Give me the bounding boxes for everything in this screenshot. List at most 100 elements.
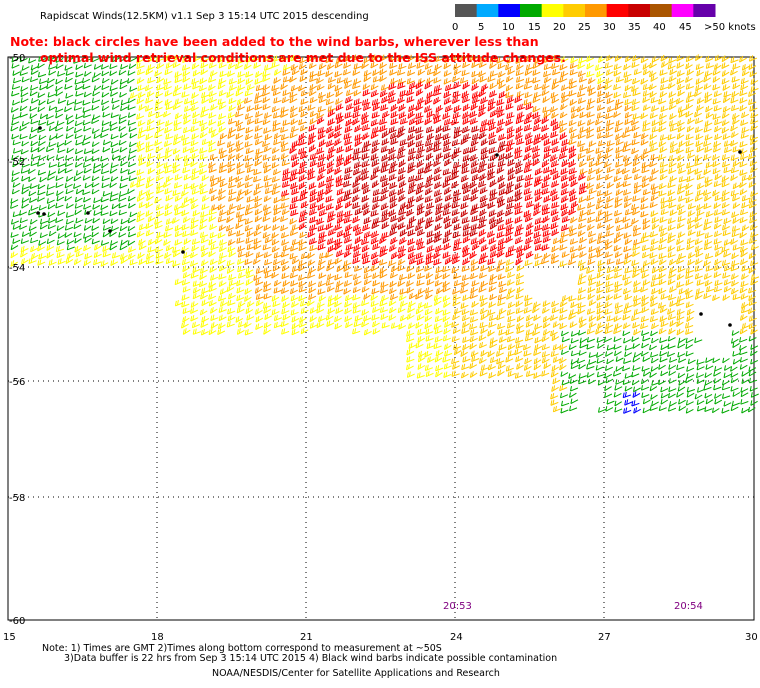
wind-barb-flag	[536, 134, 539, 140]
wind-barb-flag	[192, 139, 195, 145]
wind-barb	[497, 148, 506, 153]
wind-barb-flag	[330, 152, 333, 158]
wind-barb-flag	[668, 155, 671, 161]
wind-barb-flag	[559, 134, 562, 140]
wind-barb-flag	[338, 77, 341, 83]
wind-barb-flag	[669, 63, 672, 69]
wind-barb-flag	[280, 134, 283, 140]
wind-barb-flag	[456, 111, 459, 118]
wind-barb	[433, 177, 442, 182]
wind-barb-flag	[273, 78, 276, 84]
wind-barb-flag	[417, 127, 420, 133]
wind-barb-flag	[201, 77, 204, 83]
wind-barb	[398, 65, 407, 70]
wind-barb-flag	[697, 63, 700, 69]
wind-barb-flag	[201, 119, 204, 126]
wind-barb-flag	[586, 133, 589, 139]
wind-barb-flag	[535, 138, 538, 144]
wind-barb-flag	[392, 77, 395, 83]
wind-barb	[705, 107, 713, 113]
wind-barb-flag	[82, 120, 85, 126]
wind-barb-flag	[330, 76, 332, 82]
wind-barb-flag	[417, 112, 420, 118]
wind-barb-flag	[445, 145, 448, 152]
wind-barb	[136, 115, 145, 120]
wind-barb-flag	[262, 56, 265, 62]
wind-barb-flag	[524, 134, 527, 140]
wind-barb-flag	[447, 139, 450, 145]
wind-barb	[299, 59, 308, 64]
wind-barb-flag	[239, 84, 242, 90]
wind-barb-flag	[660, 55, 663, 62]
wind-barb-flag	[624, 85, 627, 91]
wind-barb	[543, 113, 551, 119]
wind-barb	[48, 66, 57, 70]
wind-barb-flag	[466, 133, 469, 139]
wind-barb	[407, 156, 416, 162]
wind-barb	[55, 57, 64, 63]
wind-barb	[534, 86, 543, 91]
wind-barb-flag	[237, 78, 240, 84]
wind-barb-flag	[38, 134, 41, 140]
wind-barb-flag	[193, 105, 195, 111]
wind-barb	[37, 63, 45, 69]
wind-barb	[470, 120, 478, 125]
wind-barb-flag	[541, 126, 544, 132]
colorbar-label: 25	[578, 22, 591, 33]
wind-barb	[660, 108, 669, 113]
wind-barb	[533, 94, 542, 99]
wind-barb-flag	[596, 71, 599, 78]
wind-barb-flag	[615, 147, 618, 153]
wind-barb	[191, 80, 200, 85]
wind-barb	[352, 156, 361, 161]
wind-barb-flag	[505, 92, 508, 98]
wind-barb-flag	[435, 145, 438, 151]
wind-barb-flag	[193, 92, 196, 98]
wind-barb	[346, 92, 355, 97]
wind-barb	[199, 79, 208, 85]
colorbar-swatch	[628, 4, 651, 17]
wind-barb	[643, 150, 651, 155]
wind-barb-flag	[381, 62, 384, 68]
wind-barb	[462, 114, 470, 120]
wind-barb	[496, 102, 505, 106]
wind-barb-flag	[497, 147, 500, 153]
wind-barb	[650, 148, 659, 152]
wind-barb	[336, 157, 345, 162]
wind-barb-flag	[410, 105, 413, 111]
wind-barb-flag	[429, 139, 432, 145]
wind-barb-flag	[374, 89, 377, 95]
wind-barb-flag	[231, 84, 233, 90]
wind-barb	[282, 122, 291, 126]
wind-barb-flag	[482, 147, 485, 153]
wind-barb	[183, 85, 192, 91]
wind-barb-flag	[136, 98, 139, 104]
wind-barb	[129, 177, 137, 182]
wind-barb-flag	[74, 99, 77, 105]
wind-barb-flag	[345, 121, 348, 127]
wind-barb-flag	[571, 99, 574, 105]
wind-barb-flag	[73, 58, 76, 64]
wind-barb-flag	[371, 148, 374, 154]
wind-barb-flag	[30, 69, 33, 75]
wind-barb	[696, 71, 705, 77]
wind-barb-flag	[344, 140, 347, 146]
wind-barb-flag	[156, 162, 159, 169]
wind-barb	[47, 93, 56, 98]
wind-barb-flag	[466, 103, 469, 109]
wind-barb	[739, 57, 747, 63]
wind-barb-flag	[157, 99, 159, 105]
wind-barb	[435, 58, 444, 62]
wind-barb	[281, 136, 289, 141]
wind-barb-flag	[471, 54, 474, 60]
wind-barb-flag	[707, 62, 710, 68]
wind-barb-flag	[555, 145, 558, 152]
wind-barb-flag	[453, 152, 456, 158]
wind-barb-flag	[508, 57, 511, 63]
wind-barb	[668, 169, 677, 175]
wind-barb-flag	[535, 91, 538, 98]
wind-barb-flag	[322, 153, 325, 159]
wind-barb-flag	[489, 92, 492, 98]
wind-barb-flag	[291, 91, 294, 97]
wind-barb-flag	[463, 69, 466, 75]
